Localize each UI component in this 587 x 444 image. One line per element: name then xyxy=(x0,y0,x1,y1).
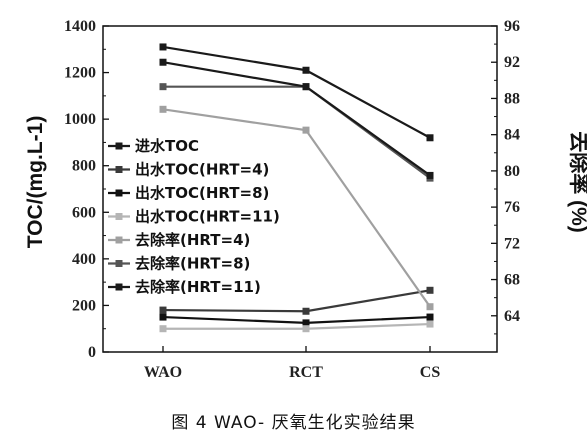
legend-swatch-marker xyxy=(115,142,123,150)
series-point-2 xyxy=(302,307,310,315)
y-right-tick-label: 64 xyxy=(504,308,520,325)
axes: 0 200 400 600 800 1000 1200 1400 64 68 72 76 80 84 88 9… xyxy=(64,18,520,381)
y-right-tick-label: 68 xyxy=(504,272,520,289)
y-right-tick-label: 84 xyxy=(504,127,520,144)
y-left-tick-label: 800 xyxy=(72,158,96,175)
series-point-2 xyxy=(426,286,434,294)
series-layer xyxy=(159,43,434,333)
series-point-2 xyxy=(159,306,167,314)
series-point-5 xyxy=(159,105,167,113)
series-point-1 xyxy=(302,66,310,74)
series-point-3 xyxy=(426,313,434,321)
y-right-tick-label: 72 xyxy=(504,235,520,252)
y-right-tick-label: 76 xyxy=(504,199,520,216)
y-right-tick-label: 92 xyxy=(504,54,520,71)
series-point-7 xyxy=(302,83,310,91)
y-left-tick-label: 200 xyxy=(72,297,96,314)
y-axis-right-label: 去除率 (%) xyxy=(567,131,587,233)
series-point-4 xyxy=(302,325,310,333)
series-line-4 xyxy=(163,322,431,330)
x-tick-label: CS xyxy=(420,364,441,381)
series-point-5 xyxy=(302,126,310,134)
series-line-7 xyxy=(162,61,431,177)
legend-label: 进水TOC xyxy=(135,137,199,155)
legend-label: 出水TOC(HRT=4) xyxy=(135,161,269,179)
y-left-tick-label: 600 xyxy=(72,204,96,221)
series-point-1 xyxy=(426,134,434,142)
y-left-tick-label: 1400 xyxy=(64,18,96,35)
legend-label: 出水TOC(HRT=8) xyxy=(135,184,269,202)
series-line-1 xyxy=(162,45,431,139)
y-right-tick-label: 96 xyxy=(504,18,520,35)
series-line-3 xyxy=(162,315,431,324)
chart: 0 200 400 600 800 1000 1200 1400 64 68 72 76 80 84 88 9… xyxy=(24,18,587,381)
legend-swatch-marker xyxy=(115,166,123,173)
series-point-7 xyxy=(159,58,167,66)
legend-label: 去除率(HRT=11) xyxy=(135,278,261,296)
x-tick-label: WAO xyxy=(144,364,182,381)
legend-swatch-marker xyxy=(115,236,123,244)
series-point-3 xyxy=(159,313,167,321)
y-right-tick-label: 80 xyxy=(504,163,520,180)
legend-swatch-marker xyxy=(115,213,123,220)
legend-swatch-marker xyxy=(115,189,123,197)
x-tick-label: RCT xyxy=(289,364,323,381)
y-left-tick-label: 1000 xyxy=(64,111,96,128)
legend-label: 出水TOC(HRT=11) xyxy=(135,208,280,226)
legend-swatch-marker xyxy=(115,260,123,267)
series-point-4 xyxy=(159,325,167,333)
series-point-4 xyxy=(426,320,434,328)
legend-label: 去除率(HRT=4) xyxy=(135,231,250,249)
series-point-7 xyxy=(426,171,434,179)
series-point-6 xyxy=(159,83,167,91)
figure-caption: 图 4 WAO- 厌氧生化实验结果 xyxy=(171,413,416,433)
legend-label: 去除率(HRT=8) xyxy=(135,255,250,273)
legend-swatch-marker xyxy=(115,283,123,291)
series-point-1 xyxy=(159,43,167,51)
y-axis-left-label: TOC/(mg.L-1) xyxy=(24,116,47,249)
y-left-tick-label: 0 xyxy=(88,344,96,361)
y-left-tick-label: 400 xyxy=(72,251,96,268)
legend: 进水TOC 出水TOC(HRT=4) 出水TOC(HRT=8) 出水TOC(HRT=1… xyxy=(108,137,280,296)
y-right-tick-label: 88 xyxy=(504,90,520,107)
series-point-3 xyxy=(302,319,310,327)
series-point-5 xyxy=(426,303,434,311)
y-left-tick-label: 1200 xyxy=(64,65,96,82)
